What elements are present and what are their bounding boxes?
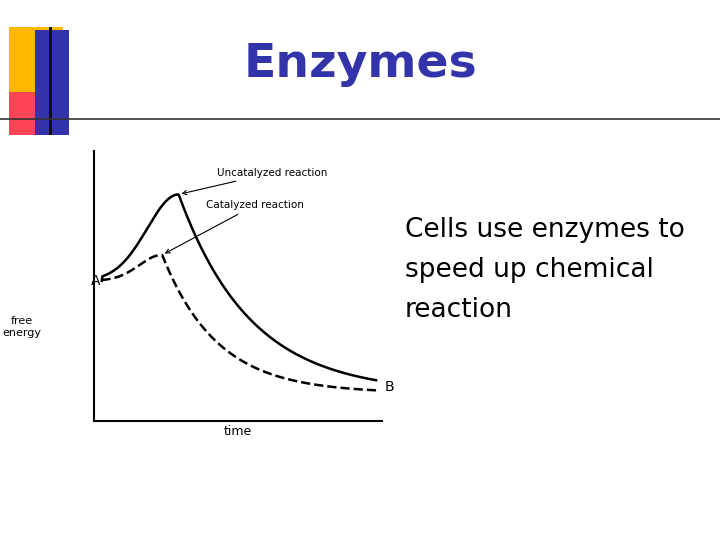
Text: Cells use enzymes to
speed up chemical
reaction: Cells use enzymes to speed up chemical r… (405, 217, 685, 323)
Text: A: A (91, 274, 101, 288)
Text: Catalyzed reaction: Catalyzed reaction (166, 200, 304, 253)
Bar (35, 30, 69, 135)
Bar (49, 27, 52, 135)
Bar (9, 27, 63, 92)
Text: B: B (384, 380, 394, 394)
Text: Uncatalyzed reaction: Uncatalyzed reaction (183, 168, 328, 194)
Text: Enzymes: Enzymes (243, 42, 477, 87)
Text: free
energy: free energy (2, 316, 41, 338)
Bar (9, 81, 50, 135)
X-axis label: time: time (223, 426, 252, 438)
